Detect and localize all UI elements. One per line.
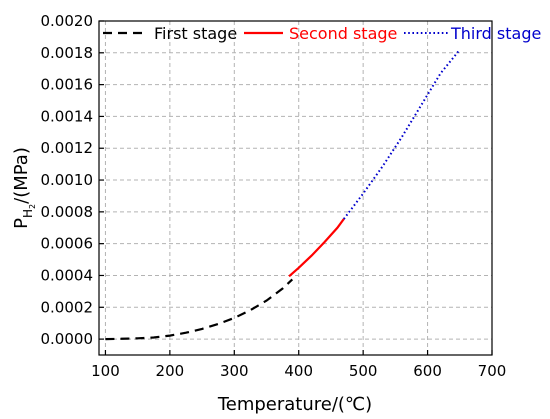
y-tick-label: 0.0002 [41, 298, 94, 316]
y-tick-label: 0.0010 [41, 171, 94, 189]
series-line-2 [288, 218, 345, 278]
y-tick-label: 0.0000 [41, 330, 94, 348]
legend-label-3: Third stage [450, 24, 541, 43]
y-tick-label: 0.0012 [41, 139, 94, 157]
plot-frame [98, 20, 493, 356]
y-axis-title-subsub: 2 [28, 204, 37, 209]
axis-ticks: 100 200 300 400 500 600 700 0.0000 0.0002 0.0004 0… [41, 12, 507, 380]
legend-label-1: First stage [154, 24, 237, 43]
y-tick-label: 0.0018 [41, 44, 94, 62]
series-line-3 [343, 49, 461, 220]
x-tick-label: 500 [349, 362, 378, 380]
series-line-1 [105, 278, 294, 341]
y-axis-title-main: P [11, 218, 32, 229]
x-tick-label: 600 [413, 362, 442, 380]
series-lines [105, 49, 461, 341]
x-tick-label: 300 [220, 362, 249, 380]
x-axis-title: Temperature/(℃) [217, 394, 372, 415]
grid-lines [99, 21, 492, 355]
y-tick-label: 0.0008 [41, 203, 94, 221]
y-tick-label: 0.0020 [41, 12, 94, 30]
y-axis-title-sub: H [21, 209, 35, 218]
y-tick-label: 0.0014 [41, 107, 94, 125]
legend-label-2: Second stage [289, 24, 397, 43]
y-tick-label: 0.0006 [41, 235, 94, 253]
x-tick-label: 700 [478, 362, 507, 380]
legend: First stage Second stage Third stage [103, 24, 541, 43]
x-tick-label: 100 [91, 362, 120, 380]
x-tick-label: 200 [156, 362, 185, 380]
y-tick-label: 0.0004 [41, 266, 94, 284]
x-tick-label: 400 [284, 362, 313, 380]
y-axis-title-suffix: /(MPa) [11, 147, 32, 204]
y-tick-label: 0.0016 [41, 76, 94, 94]
y-axis-title: PH2/(MPa) [11, 147, 37, 229]
